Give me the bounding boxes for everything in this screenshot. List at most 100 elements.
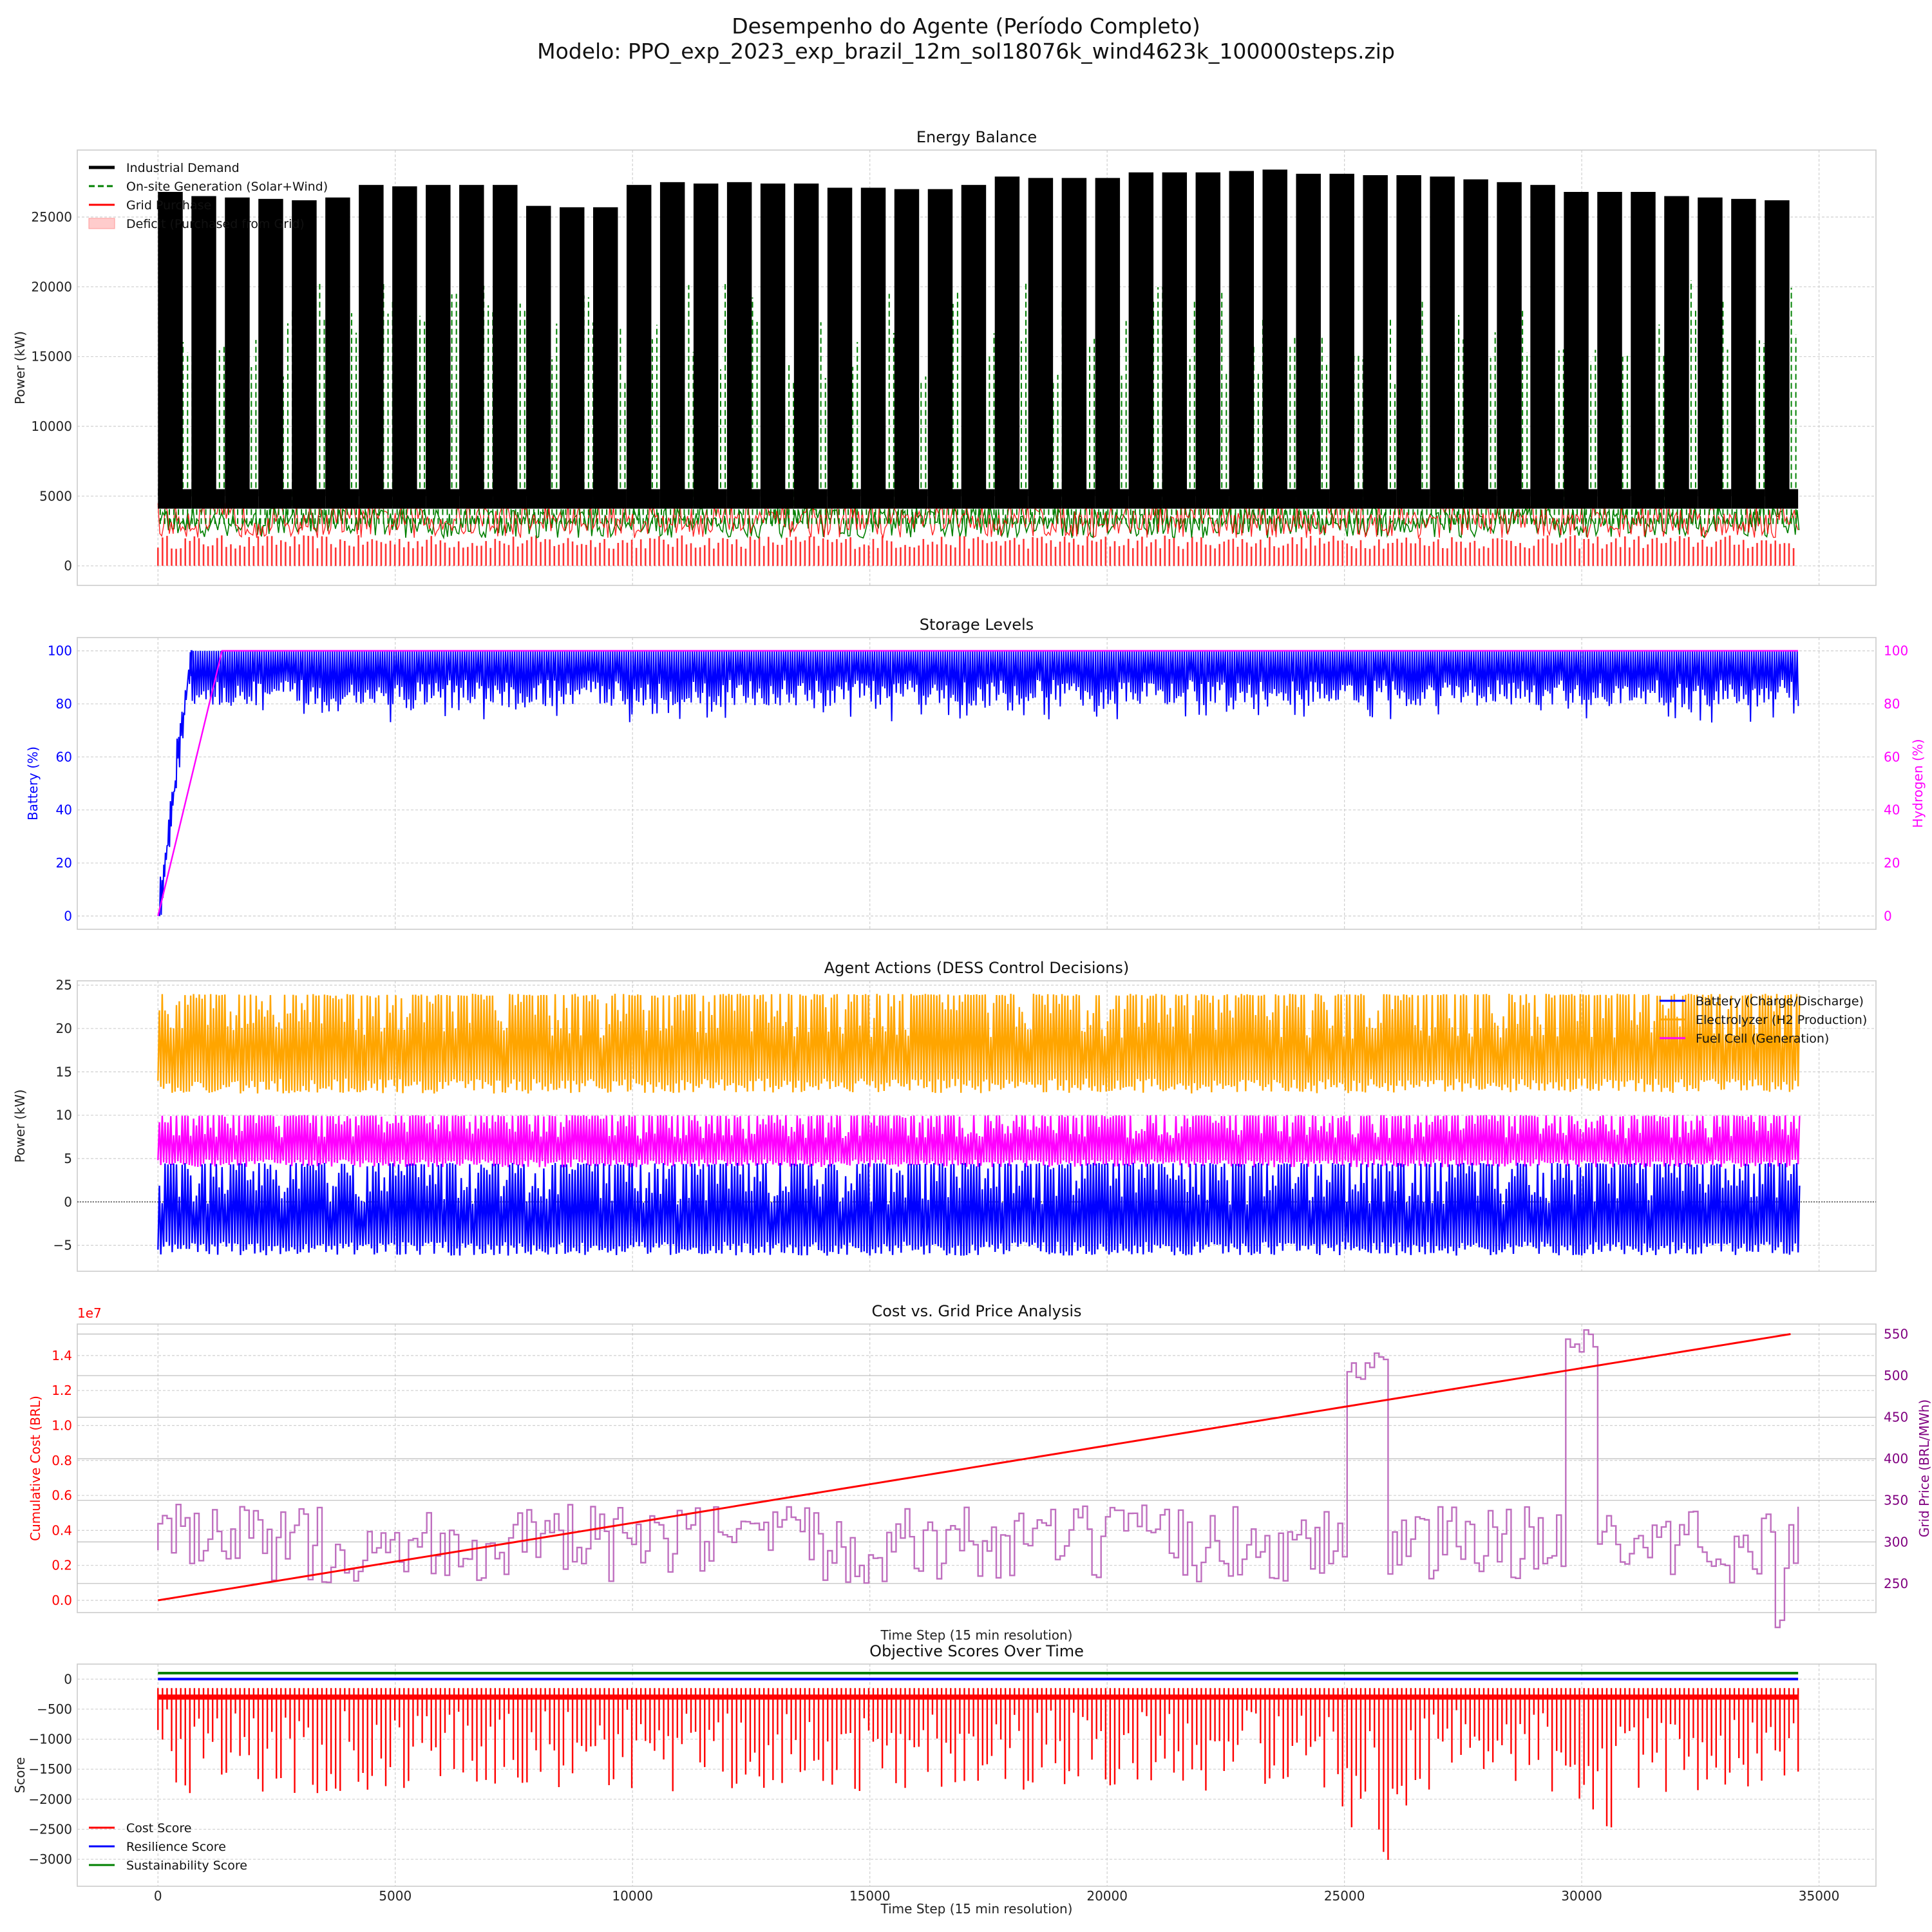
hydrogen-line <box>157 650 1799 916</box>
legend-entry: Sustainability Score <box>126 1859 247 1873</box>
demand-baseline-band <box>1731 489 1765 509</box>
demand-weekday-block <box>191 196 216 497</box>
demand-weekday-block <box>459 185 484 497</box>
demand-weekday-block <box>1195 172 1221 497</box>
legend-entry: Grid Purchase <box>126 198 211 213</box>
demand-weekday-block <box>1162 172 1188 497</box>
y-tick-label: 5000 <box>39 488 72 504</box>
demand-weekday-block <box>1564 192 1589 497</box>
y-right-tick-label: 0 <box>1884 908 1892 923</box>
y-right-axis-label: Hydrogen (%) <box>1910 739 1926 828</box>
y-tick-label: −1500 <box>28 1761 72 1777</box>
legend: Cost Score Resilience Score Sustainability… <box>89 1821 247 1873</box>
demand-weekday-block <box>225 197 250 497</box>
demand-baseline-band <box>1530 489 1564 509</box>
y-tick-label: 10000 <box>31 419 72 434</box>
demand-baseline-band <box>994 489 1028 509</box>
demand-baseline-band <box>1597 489 1631 509</box>
x-tick-label: 15000 <box>849 1888 891 1904</box>
y-tick-label: 25 <box>56 978 72 993</box>
plot-frame <box>77 980 1877 1272</box>
y-tick-label: −2500 <box>28 1821 72 1837</box>
demand-weekday-block <box>1530 185 1555 497</box>
plot-frame <box>77 149 1877 586</box>
y-tick-label: 1.4 <box>52 1348 72 1363</box>
demand-weekday-block <box>359 185 384 497</box>
y-axis-label: Power (kW) <box>12 331 28 404</box>
y-right-tick-label: 100 <box>1884 643 1908 659</box>
y-axis-label: Cumulative Cost (BRL) <box>28 1396 43 1541</box>
demand-weekday-block <box>1128 172 1154 497</box>
legend: Industrial Demand On-site Generation (Sol… <box>88 161 328 231</box>
demand-weekday-block <box>392 186 417 497</box>
demand-baseline-band <box>659 489 694 509</box>
y-tick-label: −500 <box>37 1701 72 1717</box>
demand-weekday-block <box>1497 182 1522 497</box>
y-tick-label: 80 <box>56 696 72 712</box>
demand-baseline-band <box>1396 489 1430 509</box>
y-tick-label: 0 <box>64 1194 72 1209</box>
demand-weekday-block <box>1296 173 1321 497</box>
panel-title: Cost vs. Grid Price Analysis <box>871 1302 1081 1320</box>
demand-baseline-band <box>258 489 292 509</box>
demand-weekday-block <box>526 205 551 497</box>
demand-weekday-block <box>1631 192 1656 497</box>
y-offset-label: 1e7 <box>77 1305 102 1321</box>
y-tick-label: 100 <box>48 643 72 659</box>
plot-frame <box>77 637 1877 930</box>
x-tick-label: 20000 <box>1086 1888 1128 1904</box>
y-right-tick-label: 550 <box>1884 1326 1908 1341</box>
y-axis-label: Power (kW) <box>12 1090 28 1163</box>
x-axis-label: Time Step (15 min resolution) <box>880 1901 1073 1917</box>
demand-weekday-block <box>994 176 1020 497</box>
demand-baseline-band <box>191 489 225 509</box>
demand-baseline-band <box>1329 489 1363 509</box>
demand-baseline-band <box>158 489 192 509</box>
demand-baseline-band <box>1095 489 1129 509</box>
demand-weekday-block <box>693 184 719 497</box>
x-tick-label: 30000 <box>1561 1888 1602 1904</box>
cost-score-series <box>157 1688 1799 1861</box>
y-right-tick-label: 450 <box>1884 1410 1908 1425</box>
y-tick-label: 5 <box>64 1151 72 1166</box>
y-tick-label: 0 <box>64 908 72 923</box>
panel-actions: −5 0 5 10 15 20 25 Agent Actions (DESS Control … <box>12 959 1877 1272</box>
demand-baseline-band <box>359 489 393 509</box>
legend-entry: Resilience Score <box>126 1840 226 1854</box>
legend-entry: Fuel Cell (Generation) <box>1696 1032 1829 1046</box>
y-right-tick-label: 80 <box>1884 696 1900 712</box>
x-axis-label: Time Step (15 min resolution) <box>880 1627 1073 1643</box>
demand-baseline-band <box>760 489 794 509</box>
demand-weekday-block <box>626 185 652 497</box>
demand-baseline-band <box>1195 489 1229 509</box>
demand-weekday-block <box>1061 178 1087 497</box>
demand-weekday-block <box>1095 178 1121 497</box>
demand-weekday-block <box>1329 173 1354 497</box>
fuel-cell-line <box>157 1115 1801 1168</box>
demand-weekday-block <box>592 207 618 497</box>
demand-baseline-band <box>1296 489 1330 509</box>
x-tick-label: 35000 <box>1799 1888 1840 1904</box>
electrolyzer-line <box>157 994 1801 1094</box>
y-tick-label: 0.8 <box>52 1453 72 1468</box>
demand-baseline-band <box>225 489 259 509</box>
plot-frame <box>77 1663 1877 1887</box>
demand-baseline-band <box>626 489 660 509</box>
y-right-tick-label: 60 <box>1884 749 1900 764</box>
demand-baseline-band <box>1497 489 1531 509</box>
demand-series <box>158 169 1799 509</box>
demand-baseline-band <box>961 489 995 509</box>
demand-baseline-band <box>426 489 460 509</box>
y-tick-label: 60 <box>56 749 72 764</box>
grid-purchase-line <box>157 500 1799 540</box>
demand-weekday-block <box>961 185 987 497</box>
demand-weekday-block <box>1597 192 1622 497</box>
demand-baseline-band <box>493 489 527 509</box>
demand-baseline-band <box>1028 489 1062 509</box>
demand-weekday-block <box>827 187 853 497</box>
demand-baseline-band <box>1162 489 1196 509</box>
y-right-tick-label: 350 <box>1884 1493 1908 1508</box>
panel-title: Objective Scores Over Time <box>869 1642 1084 1660</box>
legend-entry: Battery (Charge/Discharge) <box>1696 994 1864 1009</box>
